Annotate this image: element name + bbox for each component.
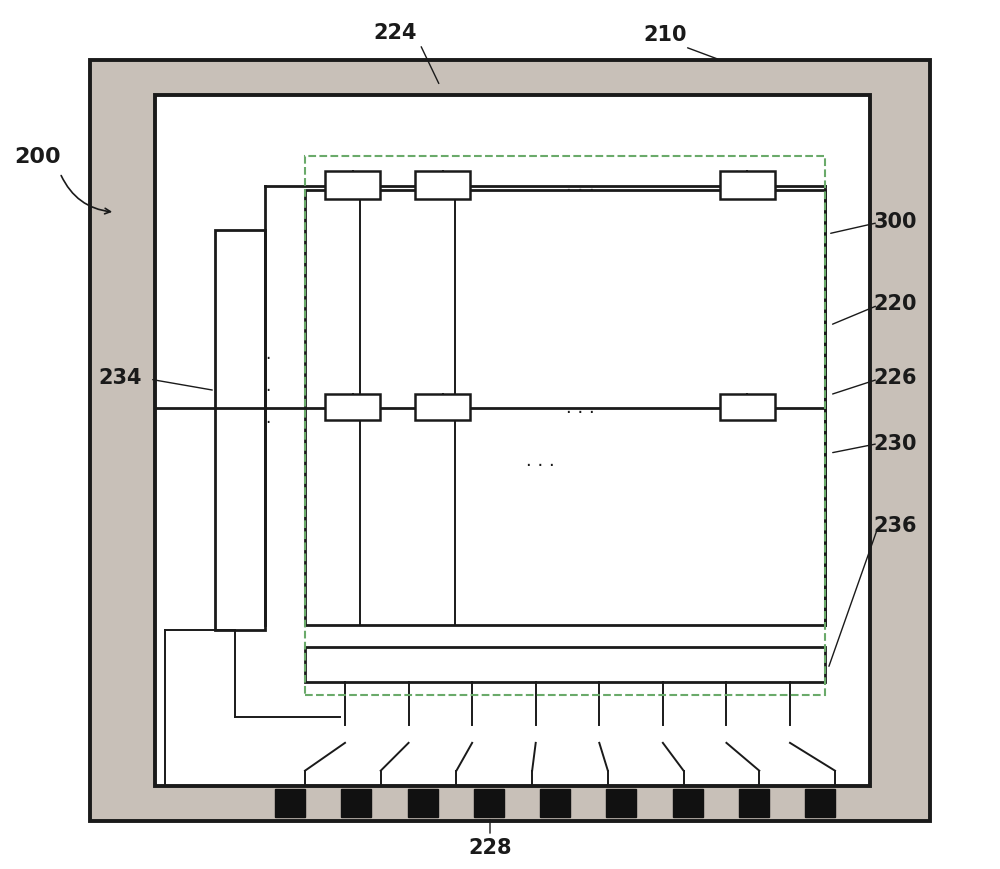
Bar — [415, 395, 470, 421]
Bar — [215, 230, 265, 630]
Text: ·
·
·: · · · — [265, 350, 271, 432]
Bar — [305, 191, 825, 626]
Text: . . .: . . . — [566, 399, 594, 416]
Bar — [408, 789, 438, 817]
Text: 210: 210 — [643, 25, 687, 44]
Text: . . .: . . . — [526, 452, 554, 469]
Bar — [474, 789, 504, 817]
Bar — [606, 789, 636, 817]
Bar — [305, 156, 825, 695]
Bar — [540, 789, 570, 817]
Bar — [325, 395, 380, 421]
Bar — [739, 789, 769, 817]
Text: 226: 226 — [873, 368, 917, 388]
Text: 236: 236 — [873, 516, 917, 535]
Bar — [720, 172, 775, 200]
Text: 200: 200 — [15, 147, 61, 166]
Bar — [672, 789, 702, 817]
Text: 300: 300 — [873, 212, 917, 231]
Text: 224: 224 — [373, 23, 417, 43]
Text: 228: 228 — [468, 838, 512, 857]
Bar — [341, 789, 371, 817]
Text: 234: 234 — [98, 368, 142, 388]
Bar — [305, 647, 825, 682]
Bar — [155, 96, 870, 786]
Text: . . .: . . . — [566, 177, 594, 195]
Text: 220: 220 — [873, 295, 917, 314]
Bar — [805, 789, 835, 817]
Text: 230: 230 — [873, 434, 917, 453]
Bar — [90, 61, 930, 821]
Bar — [325, 172, 380, 200]
Bar — [275, 789, 305, 817]
Bar — [720, 395, 775, 421]
Bar — [415, 172, 470, 200]
